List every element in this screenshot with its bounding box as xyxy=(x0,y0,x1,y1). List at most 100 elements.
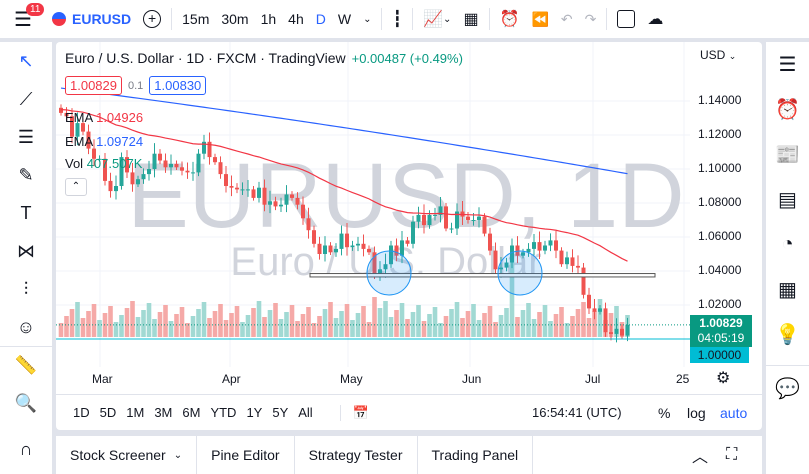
volume-bar xyxy=(493,322,498,337)
interval-d[interactable]: D xyxy=(315,11,326,27)
indicators-button[interactable]: 📈 ⌄ xyxy=(423,11,452,28)
icon-tool[interactable]: ☺ xyxy=(0,308,52,346)
cursor-tool[interactable]: ↖ xyxy=(0,42,52,80)
candle xyxy=(620,328,624,336)
goto-date-button[interactable]: 📅 xyxy=(339,404,374,421)
candle xyxy=(438,206,443,215)
volume-bar xyxy=(333,318,339,337)
candle xyxy=(614,328,619,334)
text-tool[interactable]: T xyxy=(0,194,52,232)
volume-bar xyxy=(427,314,432,337)
ruler-tool[interactable]: 📏 xyxy=(0,346,52,384)
tab-stock-screener[interactable]: Stock Screener ⌄ xyxy=(56,436,198,474)
interval-1h[interactable]: 1h xyxy=(260,11,277,27)
redo-button[interactable]: ↷ xyxy=(579,0,603,38)
compare-button[interactable]: + xyxy=(137,0,167,38)
volume-bar xyxy=(207,318,212,337)
magnet-tool[interactable]: ∩ xyxy=(0,430,52,468)
volume-bar xyxy=(124,308,130,337)
collapse-legend-button[interactable]: ⌃ xyxy=(65,178,87,196)
alert-button[interactable]: ⏰ xyxy=(494,0,526,38)
time-tick: Apr xyxy=(222,372,241,386)
collapse-panel-button[interactable]: ︿ xyxy=(692,443,708,467)
auto-toggle[interactable]: auto xyxy=(720,404,748,421)
watchlist-button[interactable]: ☰ xyxy=(766,42,809,87)
clock-timezone[interactable]: 16:54:41 (UTC) xyxy=(532,405,622,420)
buy-button[interactable]: 1.00830 xyxy=(149,76,207,95)
fib-tool[interactable]: ☰ xyxy=(0,118,52,156)
interval-dropdown[interactable]: ⌄ xyxy=(357,0,377,38)
undo-button[interactable]: ↶ xyxy=(555,0,579,38)
volume-legend[interactable]: Vol 407.507K xyxy=(65,156,143,171)
calendar-button[interactable]: ▦ xyxy=(766,267,809,312)
interval-30m[interactable]: 30m xyxy=(221,11,249,27)
symbol-search[interactable]: EURUSD xyxy=(46,0,137,38)
range-5y[interactable]: 5Y xyxy=(272,405,289,420)
price-chart[interactable]: EURUSD, 1D Euro / U.S. Dollar xyxy=(56,42,762,430)
prediction-tool[interactable]: ⫶ xyxy=(0,270,52,308)
currency-selector[interactable]: USD ⌄ xyxy=(700,48,737,62)
chart-settings-button[interactable]: ⚙ xyxy=(716,368,730,388)
candle xyxy=(235,187,239,190)
tab-pine-editor[interactable]: Pine Editor xyxy=(197,436,295,474)
interval-w[interactable]: W xyxy=(337,11,352,27)
ema-legend-1[interactable]: EMA 1.04926 xyxy=(65,110,144,125)
chart-panel[interactable]: EURUSD, 1D Euro / U.S. Dollar Euro / U.S… xyxy=(56,42,762,430)
candle xyxy=(455,211,459,229)
news-button[interactable]: 📰 xyxy=(766,132,809,177)
zoom-tool[interactable]: 🔍 xyxy=(0,384,52,422)
volume-bar xyxy=(223,320,229,337)
candle xyxy=(64,112,69,117)
candle xyxy=(59,107,63,113)
range-1y[interactable]: 1Y xyxy=(246,405,263,420)
layouts-button[interactable]: ▦ xyxy=(457,0,484,38)
brush-tool[interactable]: ✎ xyxy=(0,156,52,194)
time-tick: Mar xyxy=(92,372,113,386)
ideas-button[interactable]: 💡 xyxy=(766,312,809,357)
hotlists-button[interactable]: ◔ xyxy=(766,222,809,267)
range-3m[interactable]: 3M xyxy=(154,405,173,420)
chart-type-button[interactable]: ┇ xyxy=(386,0,408,38)
candle xyxy=(284,194,289,205)
interval-4h[interactable]: 4h xyxy=(288,11,304,27)
replay-button[interactable]: ⏪ xyxy=(525,0,554,38)
chats-button[interactable]: 💬 xyxy=(766,365,809,410)
volume-bar xyxy=(58,323,64,337)
tab-trading-panel[interactable]: Trading Panel xyxy=(418,436,534,474)
candle xyxy=(521,252,525,256)
notification-badge: 11 xyxy=(26,3,45,16)
range-1d[interactable]: 1D xyxy=(73,405,90,420)
alerts-button[interactable]: ⏰ xyxy=(766,87,809,132)
smiley-icon: ☺ xyxy=(16,316,36,337)
cursor-icon: ↖ xyxy=(18,50,34,71)
price-tick: 1.06000 xyxy=(698,229,742,243)
data-window-button[interactable]: ▤ xyxy=(766,177,809,222)
interval-15m[interactable]: 15m xyxy=(182,11,210,27)
range-6m[interactable]: 6M xyxy=(182,405,201,420)
range-1m[interactable]: 1M xyxy=(126,405,145,420)
percent-toggle[interactable]: % xyxy=(658,404,671,421)
volume-bar xyxy=(487,306,493,337)
fullscreen-toggle[interactable] xyxy=(611,0,641,38)
volume-bar xyxy=(504,308,509,337)
log-toggle[interactable]: log xyxy=(687,404,706,421)
candle xyxy=(103,158,107,181)
menu-button[interactable]: ☰ 11 xyxy=(0,0,46,38)
pattern-tool[interactable]: ⋈ xyxy=(0,232,52,270)
range-ytd[interactable]: YTD xyxy=(210,405,237,420)
sell-button[interactable]: 1.00829 xyxy=(65,76,122,95)
flag-icon xyxy=(52,12,66,26)
volume-bar xyxy=(531,319,537,337)
circle-highlight xyxy=(497,250,543,296)
range-5d[interactable]: 5D xyxy=(99,405,117,420)
crosshair-price-label: 1.00000 xyxy=(690,347,749,363)
tab-strategy-tester[interactable]: Strategy Tester xyxy=(295,436,418,474)
trendline-tool[interactable]: ⟋ xyxy=(0,80,52,118)
square-icon xyxy=(617,10,636,28)
range-all[interactable]: All xyxy=(298,405,313,420)
candle xyxy=(350,245,355,248)
save-button[interactable]: ☁ xyxy=(641,0,669,38)
maximize-panel-button[interactable]: ⛶ xyxy=(726,446,737,464)
ema-legend-2[interactable]: EMA 1.09724 xyxy=(65,134,144,149)
candle xyxy=(290,194,294,198)
